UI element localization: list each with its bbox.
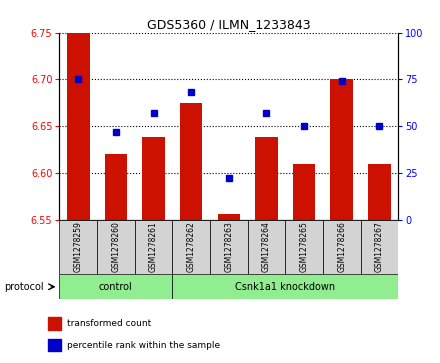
Bar	[135, 220, 172, 274]
Bar	[217, 214, 240, 220]
Bar	[48, 339, 62, 351]
Bar	[97, 220, 135, 274]
Title: GDS5360 / ILMN_1233843: GDS5360 / ILMN_1233843	[147, 19, 311, 32]
Bar	[142, 137, 165, 220]
Text: Csnk1a1 knockdown: Csnk1a1 knockdown	[235, 282, 335, 292]
Text: protocol: protocol	[4, 282, 44, 292]
Bar	[323, 220, 360, 274]
Text: GSM1278265: GSM1278265	[300, 221, 308, 272]
Bar	[285, 220, 323, 274]
Bar	[248, 220, 285, 274]
Bar	[48, 317, 62, 330]
Bar	[330, 79, 353, 220]
Bar	[59, 274, 172, 299]
Text: percentile rank within the sample: percentile rank within the sample	[67, 341, 220, 350]
Bar	[180, 103, 202, 220]
Bar	[59, 220, 97, 274]
Text: control: control	[99, 282, 133, 292]
Bar	[368, 163, 391, 220]
Text: GSM1278259: GSM1278259	[74, 221, 83, 272]
Text: GSM1278267: GSM1278267	[375, 221, 384, 272]
Text: GSM1278263: GSM1278263	[224, 221, 233, 272]
Text: GSM1278266: GSM1278266	[337, 221, 346, 272]
Bar	[293, 163, 315, 220]
Bar	[67, 33, 89, 220]
Text: GSM1278260: GSM1278260	[111, 221, 121, 272]
Text: GSM1278261: GSM1278261	[149, 221, 158, 272]
Bar	[210, 220, 248, 274]
Text: GSM1278264: GSM1278264	[262, 221, 271, 272]
Bar	[255, 137, 278, 220]
Bar	[360, 220, 398, 274]
Bar	[172, 274, 398, 299]
Text: GSM1278262: GSM1278262	[187, 221, 196, 272]
Bar	[105, 154, 127, 220]
Bar	[172, 220, 210, 274]
Text: transformed count: transformed count	[67, 319, 151, 328]
